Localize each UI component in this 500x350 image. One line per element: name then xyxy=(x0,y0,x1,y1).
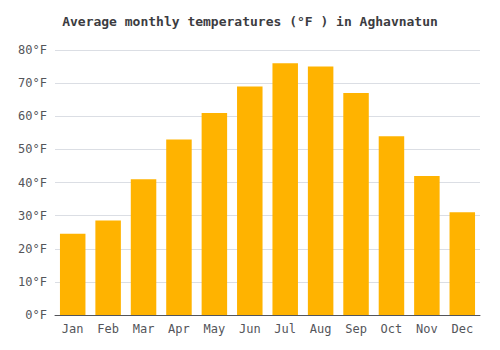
svg-text:0°F: 0°F xyxy=(25,308,47,322)
svg-text:Jul: Jul xyxy=(274,322,296,336)
svg-text:Jun: Jun xyxy=(239,322,261,336)
svg-text:30°F: 30°F xyxy=(18,209,47,223)
svg-text:40°F: 40°F xyxy=(18,176,47,190)
svg-text:70°F: 70°F xyxy=(18,76,47,90)
svg-text:Jan: Jan xyxy=(62,322,84,336)
svg-text:Feb: Feb xyxy=(97,322,119,336)
svg-text:50°F: 50°F xyxy=(18,142,47,156)
svg-text:Oct: Oct xyxy=(381,322,403,336)
svg-text:Aug: Aug xyxy=(310,322,332,336)
svg-text:20°F: 20°F xyxy=(18,242,47,256)
svg-text:80°F: 80°F xyxy=(18,43,47,57)
svg-text:Mar: Mar xyxy=(133,322,155,336)
svg-text:Nov: Nov xyxy=(416,322,438,336)
svg-text:60°F: 60°F xyxy=(18,109,47,123)
svg-text:Average monthly temperatures (: Average monthly temperatures (°F ) in Ag… xyxy=(62,14,438,29)
svg-text:Sep: Sep xyxy=(345,322,367,336)
svg-text:10°F: 10°F xyxy=(18,275,47,289)
svg-text:May: May xyxy=(204,322,226,336)
svg-text:Apr: Apr xyxy=(168,322,190,336)
svg-text:Dec: Dec xyxy=(451,322,473,336)
